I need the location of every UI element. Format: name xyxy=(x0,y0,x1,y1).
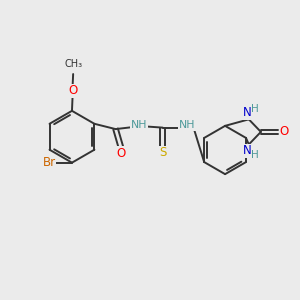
Text: O: O xyxy=(68,84,77,97)
Text: O: O xyxy=(117,147,126,160)
Text: H: H xyxy=(251,104,259,114)
Text: S: S xyxy=(159,146,166,159)
Text: O: O xyxy=(280,125,289,138)
Text: N: N xyxy=(243,106,252,119)
Text: CH₃: CH₃ xyxy=(64,59,82,69)
Text: NH: NH xyxy=(131,120,147,130)
Text: N: N xyxy=(243,144,252,158)
Text: Br: Br xyxy=(43,156,56,169)
Text: H: H xyxy=(251,150,259,160)
Text: NH: NH xyxy=(178,120,195,130)
